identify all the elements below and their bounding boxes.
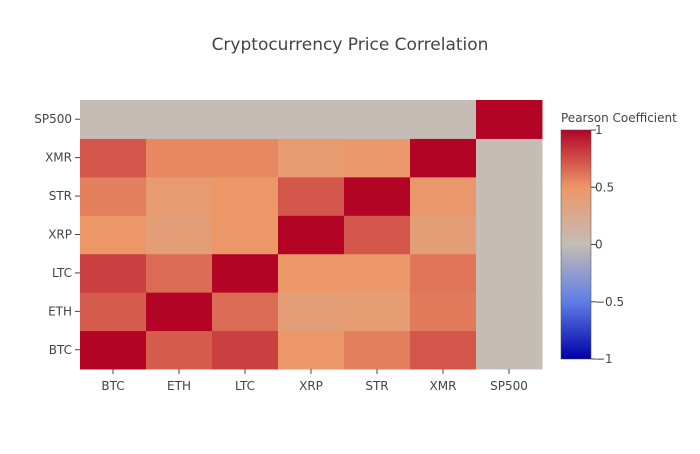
heatmap-cell-sp500-eth[interactable] (146, 100, 213, 139)
colorbar-gradient (560, 129, 592, 360)
heatmap-cell-ltc-ltc[interactable] (212, 253, 279, 293)
heatmap-cell-xrp-btc[interactable] (80, 215, 147, 255)
heatmap-cell-sp500-btc[interactable] (80, 100, 147, 139)
heatmap-cell-btc-btc[interactable] (80, 330, 147, 370)
heatmap-cell-xmr-btc[interactable] (80, 138, 147, 178)
colorbar-tick-label: −0.5 (595, 295, 624, 309)
heatmap-cell-str-eth[interactable] (146, 176, 213, 216)
colorbar-tick-label: 1 (595, 123, 603, 137)
heatmap-cell-eth-btc[interactable] (80, 292, 147, 332)
heatmap-cell-str-xrp[interactable] (278, 176, 345, 216)
heatmap-cell-xrp-str[interactable] (344, 215, 411, 255)
heatmap-cell-xmr-ltc[interactable] (212, 138, 279, 178)
x-tick-label: BTC (101, 379, 124, 393)
heatmap-cell-str-xmr[interactable] (410, 176, 477, 216)
heatmap-cell-xmr-eth[interactable] (146, 138, 213, 178)
heatmap-cell-ltc-str[interactable] (344, 253, 411, 293)
colorbar: Pearson Coefficient 1 0.5 0 −0.5 −1 (560, 111, 677, 366)
heatmap-cell-eth-sp500[interactable] (476, 292, 543, 332)
y-tick-label: XRP (48, 228, 72, 242)
chart-title: Cryptocurrency Price Correlation (212, 35, 489, 55)
heatmap-cell-btc-ltc[interactable] (212, 330, 279, 370)
heatmap-cell-xmr-sp500[interactable] (476, 138, 543, 178)
heatmap-cell-xmr-str[interactable] (344, 138, 411, 178)
heatmap-cells (80, 100, 543, 370)
heatmap-cell-sp500-str[interactable] (344, 100, 411, 139)
x-tick-label: LTC (235, 379, 255, 393)
y-tick-label: BTC (49, 343, 72, 357)
heatmap-cell-xrp-xmr[interactable] (410, 215, 477, 255)
y-axis: BTC ETH LTC XRP STR XMR SP500 (34, 112, 80, 357)
colorbar-title: Pearson Coefficient (561, 111, 677, 125)
heatmap-cell-xrp-sp500[interactable] (476, 215, 543, 255)
x-tick-label: XRP (299, 379, 323, 393)
heatmap-cell-xrp-eth[interactable] (146, 215, 213, 255)
x-tick-label: XMR (430, 379, 457, 393)
heatmap-cell-btc-eth[interactable] (146, 330, 213, 370)
heatmap-cell-ltc-sp500[interactable] (476, 253, 543, 293)
colorbar-ticks: 1 0.5 0 −0.5 −1 (591, 123, 624, 366)
heatmap-cell-eth-xmr[interactable] (410, 292, 477, 332)
heatmap-cell-sp500-sp500[interactable] (476, 100, 543, 139)
heatmap-cell-str-btc[interactable] (80, 176, 147, 216)
heatmap-cell-btc-xrp[interactable] (278, 330, 345, 370)
heatmap-cell-sp500-xmr[interactable] (410, 100, 477, 139)
heatmap-cell-xmr-xmr[interactable] (410, 138, 477, 178)
heatmap-cell-btc-sp500[interactable] (476, 330, 543, 370)
heatmap-cell-ltc-btc[interactable] (80, 253, 147, 293)
heatmap-cell-eth-ltc[interactable] (212, 292, 279, 332)
x-tick-label: ETH (167, 379, 191, 393)
y-tick-label: STR (49, 189, 72, 203)
heatmap-cell-ltc-eth[interactable] (146, 253, 213, 293)
heatmap-cell-sp500-xrp[interactable] (278, 100, 345, 139)
x-tick-label: STR (365, 379, 388, 393)
heatmap-cell-btc-xmr[interactable] (410, 330, 477, 370)
heatmap-cell-ltc-xmr[interactable] (410, 253, 477, 293)
x-tick-label: SP500 (490, 379, 528, 393)
heatmap-cell-xrp-ltc[interactable] (212, 215, 279, 255)
colorbar-tick-label: −1 (595, 352, 613, 366)
heatmap-cell-str-ltc[interactable] (212, 176, 279, 216)
heatmap-cell-eth-xrp[interactable] (278, 292, 345, 332)
colorbar-tick-label: 0.5 (595, 180, 614, 194)
heatmap-cell-sp500-ltc[interactable] (212, 100, 279, 139)
heatmap-cell-xrp-xrp[interactable] (278, 215, 345, 255)
y-tick-label: XMR (45, 151, 72, 165)
y-tick-label: LTC (52, 266, 72, 280)
y-tick-label: ETH (48, 304, 72, 318)
heatmap-cell-eth-eth[interactable] (146, 292, 213, 332)
x-axis: BTC ETH LTC XRP STR XMR SP500 (101, 369, 528, 393)
heatmap-cell-str-str[interactable] (344, 176, 411, 216)
colorbar-tick-label: 0 (595, 238, 603, 252)
heatmap-cell-eth-str[interactable] (344, 292, 411, 332)
y-tick-label: SP500 (34, 112, 72, 126)
heatmap-cell-ltc-xrp[interactable] (278, 253, 345, 293)
heatmap-cell-str-sp500[interactable] (476, 176, 543, 216)
heatmap-cell-xmr-xrp[interactable] (278, 138, 345, 178)
heatmap-cell-btc-str[interactable] (344, 330, 411, 370)
